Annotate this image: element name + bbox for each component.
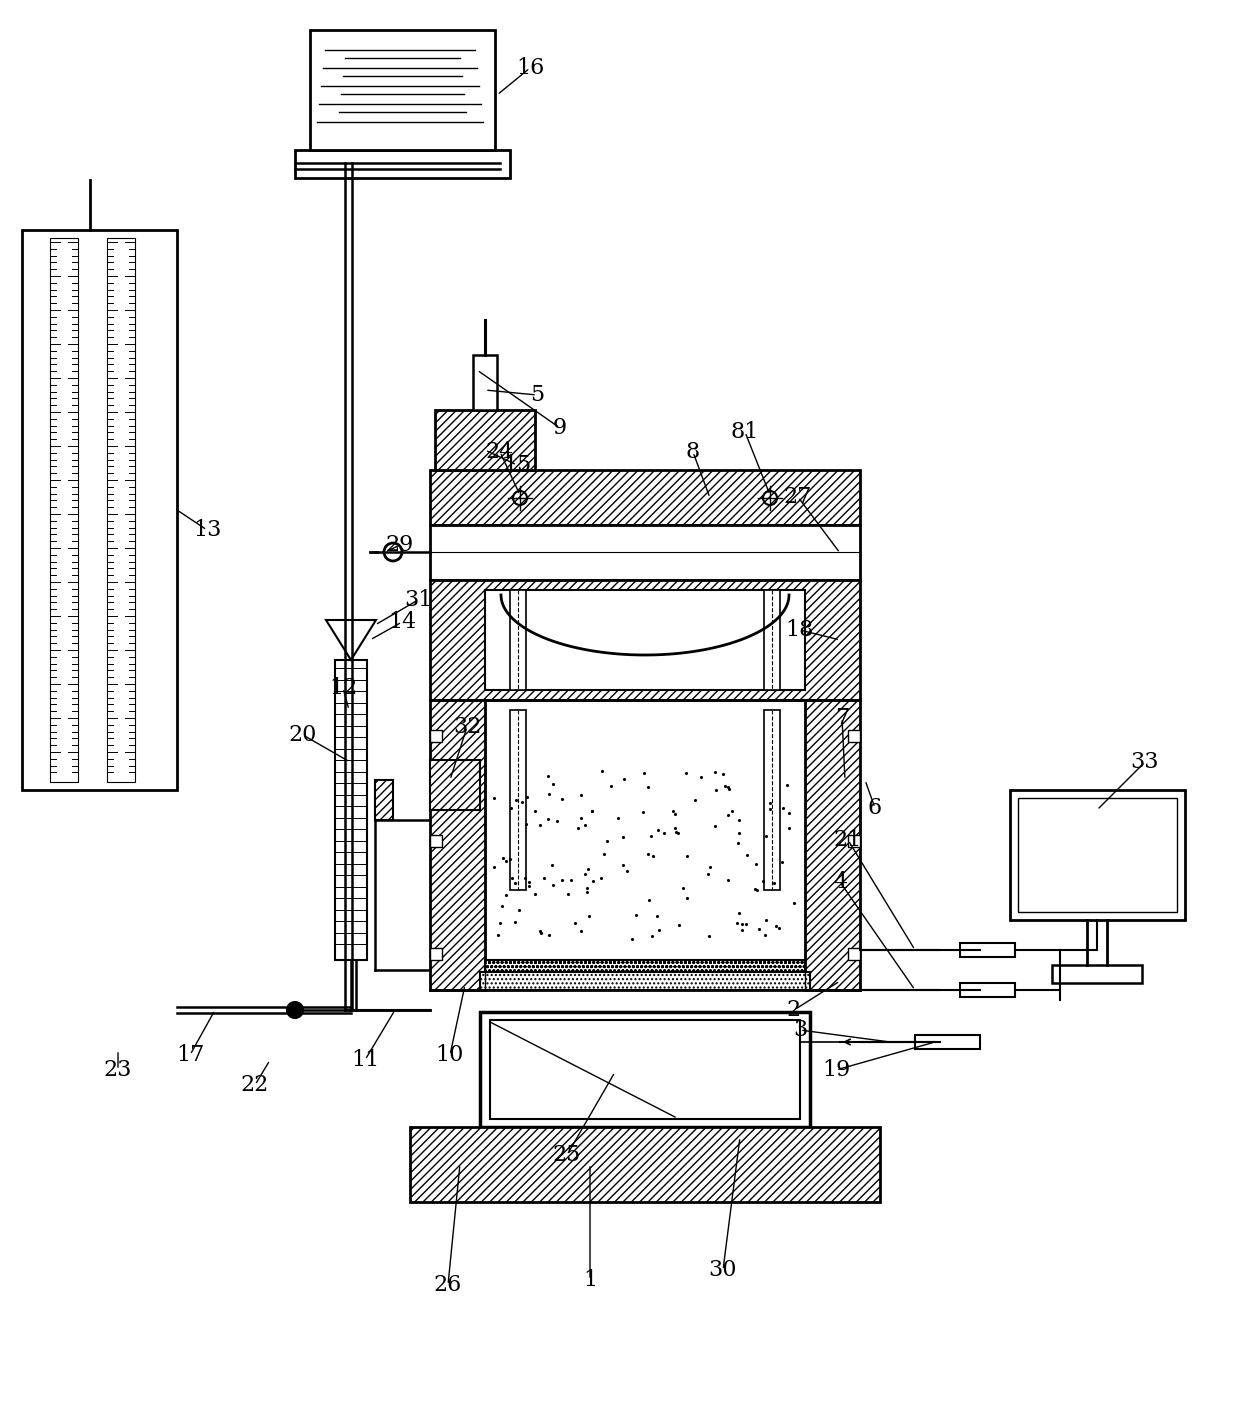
Bar [430,759,480,810]
Text: 81: 81 [730,420,759,443]
Bar [295,150,510,178]
Text: 18: 18 [786,619,815,642]
Bar [805,700,861,991]
Bar [310,29,495,150]
Text: 9: 9 [553,417,567,439]
Bar [485,960,805,982]
Bar [374,780,393,820]
Bar [764,710,780,890]
Text: 25: 25 [553,1145,582,1166]
Text: 27: 27 [784,486,812,509]
Text: 16: 16 [516,57,544,78]
Circle shape [286,1002,303,1019]
Text: 26: 26 [434,1274,463,1296]
Bar [960,943,1016,957]
Bar [430,948,441,960]
Text: 33: 33 [1131,751,1159,773]
Bar [50,238,78,782]
Bar [510,710,526,890]
Text: 24: 24 [486,441,515,462]
Bar [335,660,367,960]
Text: 21: 21 [833,829,862,850]
Text: 1: 1 [583,1269,598,1290]
Text: 3: 3 [792,1019,807,1041]
Bar [410,1126,880,1202]
Bar [480,972,810,991]
Bar [430,730,441,743]
Bar [480,1012,810,1126]
Bar [1018,799,1177,912]
Bar [848,948,861,960]
Bar [960,984,1016,998]
Bar [430,525,861,580]
Bar [472,354,497,410]
Text: 4: 4 [833,871,847,892]
Text: 2: 2 [787,999,801,1021]
Bar [764,590,780,691]
Bar [485,590,805,691]
Text: 32: 32 [453,716,481,738]
Text: 23: 23 [104,1059,133,1082]
Text: 29: 29 [386,534,414,556]
Text: 31: 31 [404,588,433,611]
Text: 17: 17 [176,1044,205,1066]
Text: 22: 22 [241,1075,269,1096]
Bar [107,238,135,782]
Bar [1011,790,1185,920]
Bar [848,835,861,848]
Text: 13: 13 [192,518,221,541]
Text: 20: 20 [289,724,317,745]
Bar [915,1035,980,1049]
Text: 14: 14 [388,611,417,633]
Text: 12: 12 [329,677,357,699]
Bar [848,730,861,743]
Bar [430,835,441,848]
Text: 10: 10 [435,1044,464,1066]
Bar [490,1020,800,1119]
Text: 5: 5 [529,384,544,406]
Bar [435,410,534,469]
Text: 7: 7 [835,708,849,729]
Bar [1052,965,1142,984]
Text: 19: 19 [822,1059,851,1082]
Text: 8: 8 [686,441,701,462]
Bar [430,700,485,991]
Text: 6: 6 [868,797,882,820]
Bar [430,580,861,700]
Text: 30: 30 [709,1259,738,1281]
Bar [430,469,861,525]
Text: 11: 11 [351,1049,379,1070]
Text: 15: 15 [503,454,531,476]
Bar [22,230,177,790]
Bar [510,590,526,691]
